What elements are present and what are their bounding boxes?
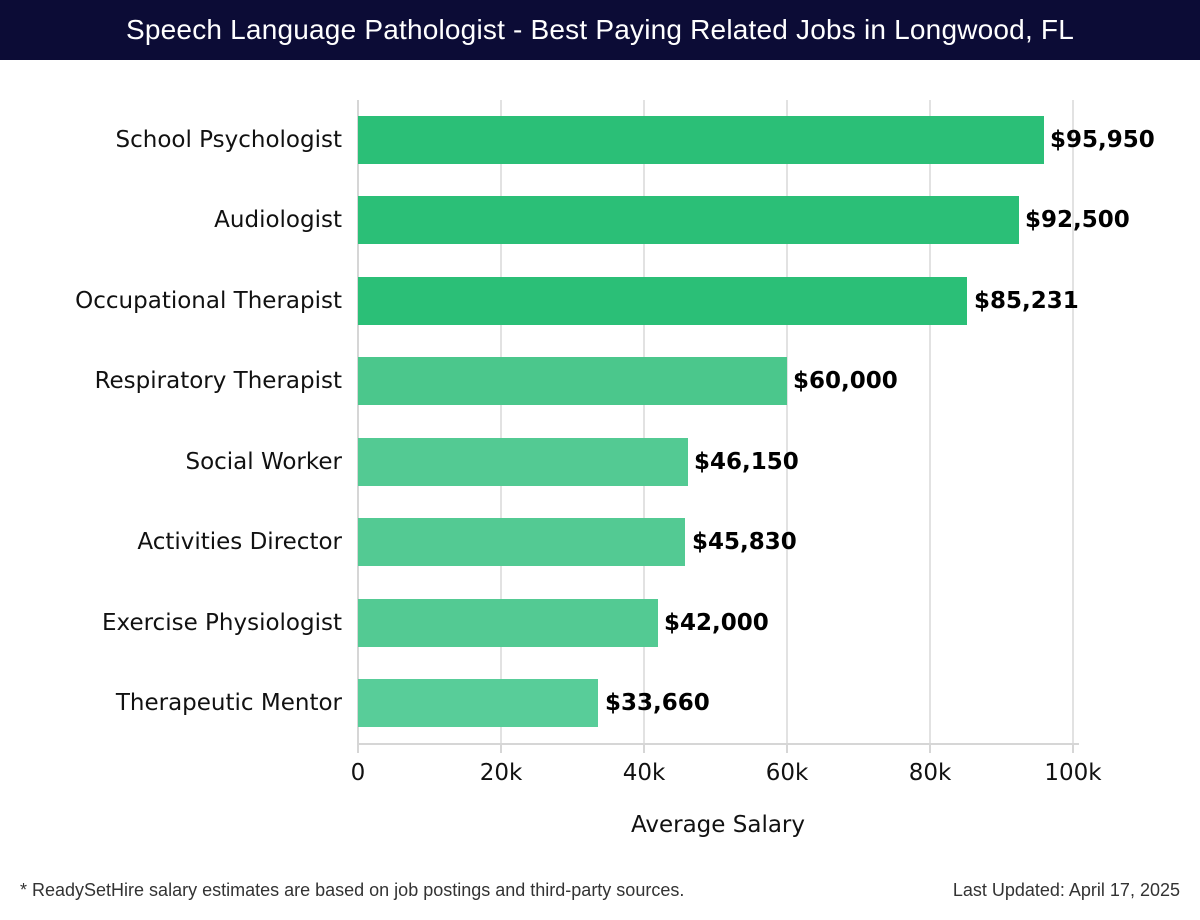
x-tick-label: 80k bbox=[908, 760, 952, 786]
value-label: $42,000 bbox=[664, 610, 769, 636]
category-label: Therapeutic Mentor bbox=[115, 690, 342, 716]
bar-exercise-physiologist bbox=[358, 599, 658, 647]
value-label: $92,500 bbox=[1025, 207, 1130, 233]
x-tick bbox=[1072, 745, 1074, 753]
value-label: $46,150 bbox=[694, 449, 799, 475]
gridline-40k bbox=[643, 100, 645, 745]
chart-title: Speech Language Pathologist - Best Payin… bbox=[126, 14, 1074, 45]
x-tick bbox=[357, 745, 359, 753]
value-label: $60,000 bbox=[793, 368, 898, 394]
footer-disclaimer: * ReadySetHire salary estimates are base… bbox=[20, 880, 685, 900]
x-tick bbox=[929, 745, 931, 753]
category-label: Social Worker bbox=[185, 449, 342, 475]
gridline-60k bbox=[786, 100, 788, 745]
category-label: Respiratory Therapist bbox=[94, 368, 342, 394]
value-label: $95,950 bbox=[1050, 127, 1155, 153]
x-tick-label: 20k bbox=[479, 760, 523, 786]
bar-audiologist bbox=[358, 196, 1019, 244]
x-axis-label: Average Salary bbox=[630, 812, 805, 838]
x-axis-line bbox=[357, 743, 1079, 745]
value-label: $85,231 bbox=[974, 288, 1079, 314]
value-label: $45,830 bbox=[692, 529, 797, 555]
x-tick-label: 40k bbox=[622, 760, 666, 786]
category-label: Exercise Physiologist bbox=[102, 610, 342, 636]
value-label: $33,660 bbox=[605, 690, 710, 716]
category-label: Occupational Therapist bbox=[75, 288, 342, 314]
x-tick-label: 100k bbox=[1044, 760, 1102, 786]
bar-social-worker bbox=[358, 438, 688, 486]
gridline-80k bbox=[929, 100, 931, 745]
bar-school-psychologist bbox=[358, 116, 1044, 164]
chart-title-banner: Speech Language Pathologist - Best Payin… bbox=[0, 0, 1200, 60]
x-tick bbox=[786, 745, 788, 753]
gridline-100k bbox=[1072, 100, 1074, 745]
bar-activities-director bbox=[358, 518, 685, 566]
x-tick bbox=[643, 745, 645, 753]
y-axis-line bbox=[357, 100, 359, 745]
gridline-20k bbox=[500, 100, 502, 745]
category-label: Activities Director bbox=[137, 529, 342, 555]
bar-occupational-therapist bbox=[358, 277, 967, 325]
x-tick bbox=[500, 745, 502, 753]
last-updated: Last Updated: April 17, 2025 bbox=[952, 880, 1180, 900]
bar-respiratory-therapist bbox=[358, 357, 787, 405]
x-tick-label: 60k bbox=[765, 760, 809, 786]
category-label: School Psychologist bbox=[115, 127, 342, 153]
bar-therapeutic-mentor bbox=[358, 679, 598, 727]
x-tick-label: 0 bbox=[350, 760, 366, 786]
category-label: Audiologist bbox=[214, 207, 342, 233]
